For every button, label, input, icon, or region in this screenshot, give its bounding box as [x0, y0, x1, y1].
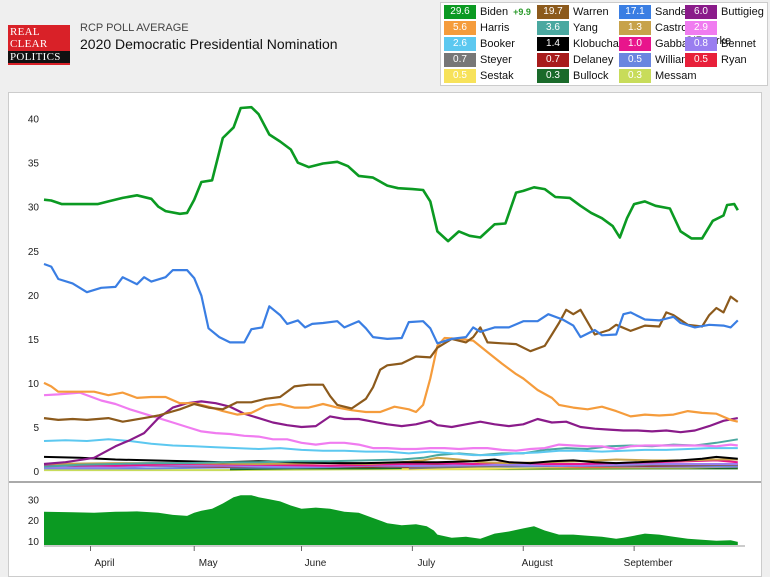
legend-name: Delaney	[573, 54, 614, 66]
legend-value: 3.6	[537, 21, 569, 35]
legend-name: Castro	[655, 22, 688, 34]
series-line-klobuchar	[43, 455, 738, 465]
legend-name: Buttigieg	[721, 6, 764, 18]
legend-value: 29.6	[444, 5, 476, 19]
x-tick-label: June	[305, 558, 327, 569]
rcp-logo[interactable]: REAL CLEAR POLITICS	[8, 25, 70, 65]
legend-item-delaney[interactable]: 0.7 Delaney	[537, 53, 613, 69]
y-tick-label: 25	[28, 247, 40, 258]
legend-value: 17.1	[619, 5, 651, 19]
legend-item-ryan[interactable]: 0.5 Ryan	[685, 53, 747, 69]
legend-name: Yang	[573, 22, 598, 34]
series-line-biden	[43, 105, 739, 243]
y-tick-label: 5	[33, 423, 39, 434]
header: REAL CLEAR POLITICS RCP POLL AVERAGE 202…	[0, 0, 770, 90]
legend-name: Biden	[480, 6, 509, 18]
legend-value: 0.3	[619, 69, 651, 83]
legend-value: 0.7	[537, 53, 569, 67]
legend-name: Harris	[480, 22, 510, 34]
legend-item-sestak[interactable]: 0.5 Sestak	[444, 69, 514, 85]
x-tick-label: September	[624, 558, 674, 569]
legend-name: Steyer	[480, 54, 512, 66]
y-tick-label: 15	[28, 335, 40, 346]
legend-item-harris[interactable]: 5.6 Harris	[444, 21, 509, 37]
series-line-booker	[43, 438, 738, 457]
legend-value: 19.7	[537, 5, 569, 19]
legend-item-klobuchar[interactable]: 1.4 Klobuchar	[537, 37, 623, 53]
legend-name: Booker	[480, 38, 515, 50]
legend-name: Ryan	[721, 54, 747, 66]
series-line-sanders	[43, 262, 739, 345]
legend-value: 0.7	[444, 53, 476, 67]
y-tick-label: 30	[28, 203, 40, 214]
legend-value: 0.5	[685, 53, 717, 67]
logo-line-3: POLITICS	[8, 51, 70, 63]
series-line-castro	[43, 456, 738, 465]
legend-name: Bennet	[721, 38, 756, 50]
legend-value: 0.5	[444, 69, 476, 83]
legend-value: 2.9	[685, 21, 717, 35]
logo-line-1: REAL	[10, 26, 40, 38]
legend-item-steyer[interactable]: 0.7 Steyer	[444, 53, 512, 69]
poll-chart: 0 5 10 15 20 25 30 35 40 10 20 30 April May June July Au…	[8, 92, 762, 577]
legend-value: 1.0	[619, 37, 651, 51]
legend-value: 5.6	[444, 21, 476, 35]
legend-item-buttigieg[interactable]: 6.0 Buttigieg	[685, 5, 764, 21]
legend-item-messam[interactable]: 0.3 Messam	[619, 69, 697, 85]
legend-item-booker[interactable]: 2.6 Booker	[444, 37, 515, 53]
spread-y-tick-label: 30	[28, 495, 40, 506]
legend-value: 2.6	[444, 37, 476, 51]
y-tick-label: 20	[28, 291, 40, 302]
y-tick-label: 35	[28, 159, 40, 170]
chart-svg: 0 5 10 15 20 25 30 35 40 10 20 30 April May June July Au…	[9, 105, 761, 569]
logo-line-2: CLEAR	[10, 38, 48, 50]
legend-name: Messam	[655, 70, 697, 82]
legend-item-yang[interactable]: 3.6 Yang	[537, 21, 598, 37]
legend-name: Warren	[573, 6, 609, 18]
y-tick-label: 0	[33, 467, 39, 478]
spread-y-tick-label: 10	[28, 537, 40, 548]
legend-value: 0.5	[619, 53, 651, 67]
x-tick-label: July	[417, 558, 435, 569]
y-tick-label: 10	[28, 379, 40, 390]
legend-name: Sestak	[480, 70, 514, 82]
legend-item-biden[interactable]: 29.6 Biden +9.9	[444, 5, 531, 21]
legend-value: 0.8	[685, 37, 717, 51]
legend-value: 1.4	[537, 37, 569, 51]
candidate-legend: 29.6 Biden +9.9 19.7 Warren 17.1 Sanders 6.0 But…	[440, 2, 768, 86]
x-tick-label: April	[94, 558, 114, 569]
x-tick-label: August	[522, 558, 553, 569]
legend-name: Bullock	[573, 70, 609, 82]
legend-name: Klobuchar	[573, 38, 623, 50]
poll-average-kicker: RCP POLL AVERAGE	[80, 22, 189, 34]
legend-item-bennet[interactable]: 0.8 Bennet	[685, 37, 756, 53]
page-title: 2020 Democratic Presidential Nomination	[80, 36, 338, 52]
legend-value: 1.3	[619, 21, 651, 35]
biden-lead-area	[44, 495, 738, 545]
x-tick-label: May	[199, 558, 218, 569]
y-tick-label: 40	[28, 115, 40, 126]
legend-item-bullock[interactable]: 0.3 Bullock	[537, 69, 608, 85]
legend-item-orourke[interactable]: 2.9O'Rourke	[685, 21, 767, 47]
legend-value: 6.0	[685, 5, 717, 19]
series-line-orourke	[43, 391, 738, 452]
series-line-harris	[43, 336, 739, 423]
legend-value: 0.3	[537, 69, 569, 83]
legend-lead: +9.9	[513, 7, 531, 17]
spread-y-tick-label: 20	[28, 516, 40, 527]
legend-item-castro[interactable]: 1.3 Castro	[619, 21, 687, 37]
legend-item-warren[interactable]: 19.7 Warren	[537, 5, 609, 21]
series-line-buttigieg	[43, 400, 739, 466]
series-line-warren	[43, 295, 739, 423]
